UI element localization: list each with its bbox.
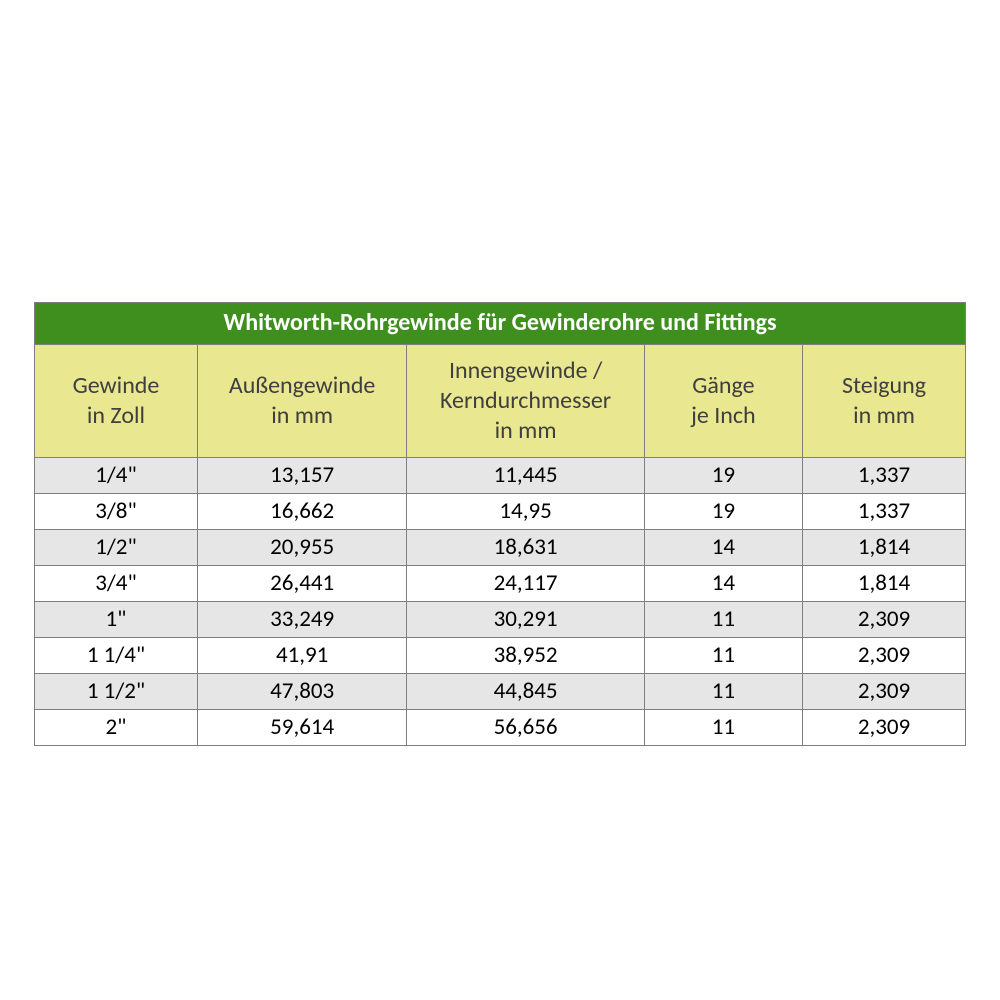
cell: 1/2" — [35, 529, 198, 565]
table-row: 2" 59,614 56,656 11 2,309 — [35, 710, 966, 746]
cell: 14 — [644, 565, 802, 601]
cell: 1/4" — [35, 457, 198, 493]
cell: 19 — [644, 457, 802, 493]
cell: 41,91 — [197, 638, 406, 674]
cell: 26,441 — [197, 565, 406, 601]
cell: 1,337 — [803, 493, 966, 529]
table-row: 1 1/2" 47,803 44,845 11 2,309 — [35, 674, 966, 710]
col-header-gewinde: Gewinde in Zoll — [35, 344, 198, 457]
table-body: 1/4" 13,157 11,445 19 1,337 3/8" 16,662 … — [35, 457, 966, 745]
col-header-line: Gänge — [692, 371, 754, 400]
table-row: 1 1/4" 41,91 38,952 11 2,309 — [35, 638, 966, 674]
cell: 19 — [644, 493, 802, 529]
col-header-line: Gewinde — [73, 371, 160, 400]
cell: 2" — [35, 710, 198, 746]
whitworth-table: Whitworth-Rohrgewinde für Gewinderohre u… — [34, 302, 966, 746]
cell: 30,291 — [407, 601, 644, 637]
table-row: 1" 33,249 30,291 11 2,309 — [35, 601, 966, 637]
cell: 13,157 — [197, 457, 406, 493]
cell: 11 — [644, 601, 802, 637]
col-header-line: Innengewinde / — [449, 356, 602, 385]
col-header-innengewinde: Innengewinde / Kerndurchmesser in mm — [407, 344, 644, 457]
col-header-steigung: Steigung in mm — [803, 344, 966, 457]
cell: 16,662 — [197, 493, 406, 529]
cell: 56,656 — [407, 710, 644, 746]
table-row: 3/4" 26,441 24,117 14 1,814 — [35, 565, 966, 601]
cell: 11,445 — [407, 457, 644, 493]
cell: 1,337 — [803, 457, 966, 493]
cell: 11 — [644, 638, 802, 674]
table-title: Whitworth-Rohrgewinde für Gewinderohre u… — [35, 303, 966, 345]
cell: 44,845 — [407, 674, 644, 710]
cell: 1" — [35, 601, 198, 637]
cell: 14 — [644, 529, 802, 565]
cell: 1 1/2" — [35, 674, 198, 710]
cell: 11 — [644, 674, 802, 710]
cell: 3/4" — [35, 565, 198, 601]
table-row: 1/2" 20,955 18,631 14 1,814 — [35, 529, 966, 565]
col-header-line: Außengewinde — [229, 371, 375, 400]
cell: 14,95 — [407, 493, 644, 529]
col-header-line: in mm — [495, 416, 557, 445]
cell: 2,309 — [803, 710, 966, 746]
cell: 3/8" — [35, 493, 198, 529]
cell: 2,309 — [803, 601, 966, 637]
table-row: 1/4" 13,157 11,445 19 1,337 — [35, 457, 966, 493]
col-header-line: in mm — [853, 401, 915, 430]
col-header-line: Kerndurchmesser — [440, 386, 611, 415]
cell: 18,631 — [407, 529, 644, 565]
col-header-line: je Inch — [691, 401, 756, 430]
whitworth-table-container: Whitworth-Rohrgewinde für Gewinderohre u… — [34, 302, 966, 746]
cell: 24,117 — [407, 565, 644, 601]
col-header-line: in mm — [271, 401, 333, 430]
cell: 11 — [644, 710, 802, 746]
col-header-line: Steigung — [842, 371, 926, 400]
cell: 1 1/4" — [35, 638, 198, 674]
col-header-gaenge: Gänge je Inch — [644, 344, 802, 457]
cell: 1,814 — [803, 529, 966, 565]
cell: 33,249 — [197, 601, 406, 637]
col-header-aussengewinde: Außengewinde in mm — [197, 344, 406, 457]
cell: 47,803 — [197, 674, 406, 710]
cell: 59,614 — [197, 710, 406, 746]
cell: 38,952 — [407, 638, 644, 674]
cell: 20,955 — [197, 529, 406, 565]
cell: 2,309 — [803, 638, 966, 674]
table-row: 3/8" 16,662 14,95 19 1,337 — [35, 493, 966, 529]
cell: 1,814 — [803, 565, 966, 601]
cell: 2,309 — [803, 674, 966, 710]
col-header-line: in Zoll — [87, 401, 145, 430]
